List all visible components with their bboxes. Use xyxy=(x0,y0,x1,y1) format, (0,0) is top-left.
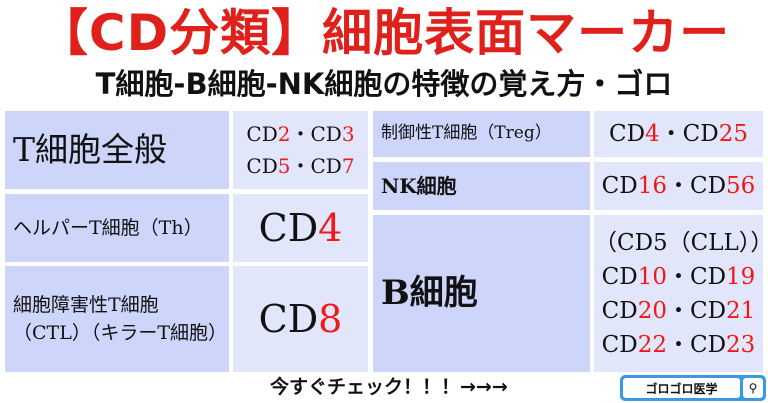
cell-label: T細胞全般 xyxy=(5,111,229,189)
page-subtitle: T細胞-B細胞-NK細胞の特徴の覚え方・ゴロ xyxy=(95,67,673,101)
cd-text: ・CD xyxy=(667,331,727,358)
cd-number: 16 xyxy=(637,173,667,199)
marker-line: CD2・CD3 xyxy=(246,118,354,150)
cd-number: 4 xyxy=(318,206,343,250)
cd-number: 22 xyxy=(637,331,667,358)
label-line: T細胞全般 xyxy=(13,130,168,170)
cd-text: ・CD xyxy=(667,297,727,324)
cd-number: 5 xyxy=(277,154,291,178)
cd-number: 56 xyxy=(726,173,756,199)
cd-text: CD xyxy=(601,263,638,290)
cd-number: 4 xyxy=(645,121,660,147)
cd-number: 21 xyxy=(726,297,756,324)
marker-line: （CD5（CLL）） xyxy=(594,226,768,260)
label-line: NK細胞 xyxy=(381,174,457,198)
cd-text: ・CD xyxy=(659,121,719,147)
cd-number: 20 xyxy=(637,297,667,324)
cd-number: 25 xyxy=(718,121,748,147)
cell-label: 制御性T細胞（Treg） xyxy=(373,111,590,157)
cd-number: 10 xyxy=(637,263,667,290)
label-line: 制御性T細胞（Treg） xyxy=(381,123,552,144)
marker-line: CD16・CD56 xyxy=(602,172,756,200)
label-line: 細胞障害性T細胞 xyxy=(13,293,159,316)
cell-markers: CD16・CD56 xyxy=(594,162,763,210)
label-line: B細胞 xyxy=(381,273,478,313)
page-title: 【CD分類】細胞表面マーカー xyxy=(37,4,731,62)
cd-number: 7 xyxy=(341,154,355,178)
cd-text: ・CD xyxy=(667,263,727,290)
cd-text: CD xyxy=(608,121,646,147)
cd-number: 19 xyxy=(726,263,756,290)
cd-text: ・CD xyxy=(290,122,342,146)
cd-text: CD xyxy=(258,297,319,341)
cell-label: NK細胞 xyxy=(373,162,590,210)
cd-text: CD xyxy=(601,297,638,324)
cell-label: 細胞障害性T細胞 （CTL）（キラーT細胞） xyxy=(5,266,229,372)
cd-text: CD xyxy=(601,173,638,199)
marker-line: CD4 xyxy=(259,208,343,248)
cell-label: B細胞 xyxy=(373,215,590,372)
cd-text: （CD5（CLL）） xyxy=(594,229,768,256)
cd-number: 23 xyxy=(726,331,756,358)
cta-text: 今すぐチェック！！！→→→ xyxy=(270,376,508,398)
cell-markers: （CD5（CLL）） CD10・CD19 CD20・CD21 CD22・CD23 xyxy=(594,215,768,372)
search-icon[interactable]: ⚲ xyxy=(743,378,763,398)
cd-number: 8 xyxy=(318,297,343,341)
cd-number: 3 xyxy=(341,122,355,146)
label-line: ヘルパーT細胞（Th） xyxy=(13,216,203,239)
marker-line: CD4・CD25 xyxy=(609,120,748,148)
cell-markers: CD4・CD25 xyxy=(594,111,763,157)
marker-line: CD20・CD21 xyxy=(602,294,756,328)
marker-line: CD22・CD23 xyxy=(602,328,756,362)
cd-text: CD xyxy=(258,206,319,250)
marker-line: CD5・CD7 xyxy=(246,150,354,182)
cell-label: ヘルパーT細胞（Th） xyxy=(5,194,229,262)
cell-markers: CD2・CD3 CD5・CD7 xyxy=(233,111,368,189)
cd-text: ・CD xyxy=(667,173,727,199)
cell-markers: CD8 xyxy=(233,266,368,372)
cd-text: CD xyxy=(601,331,638,358)
marker-line: CD8 xyxy=(259,300,343,338)
search-input[interactable]: ゴロゴロ医学 xyxy=(623,378,740,398)
marker-line: CD10・CD19 xyxy=(602,260,756,294)
cd-number: 2 xyxy=(277,122,291,146)
search-widget[interactable]: ゴロゴロ医学 ⚲ xyxy=(620,375,766,401)
cd-text: CD xyxy=(246,122,278,146)
label-line: （CTL）（キラーT細胞） xyxy=(13,322,228,344)
cd-text: CD xyxy=(246,154,278,178)
cd-text: ・CD xyxy=(290,154,342,178)
cell-markers: CD4 xyxy=(233,194,368,262)
